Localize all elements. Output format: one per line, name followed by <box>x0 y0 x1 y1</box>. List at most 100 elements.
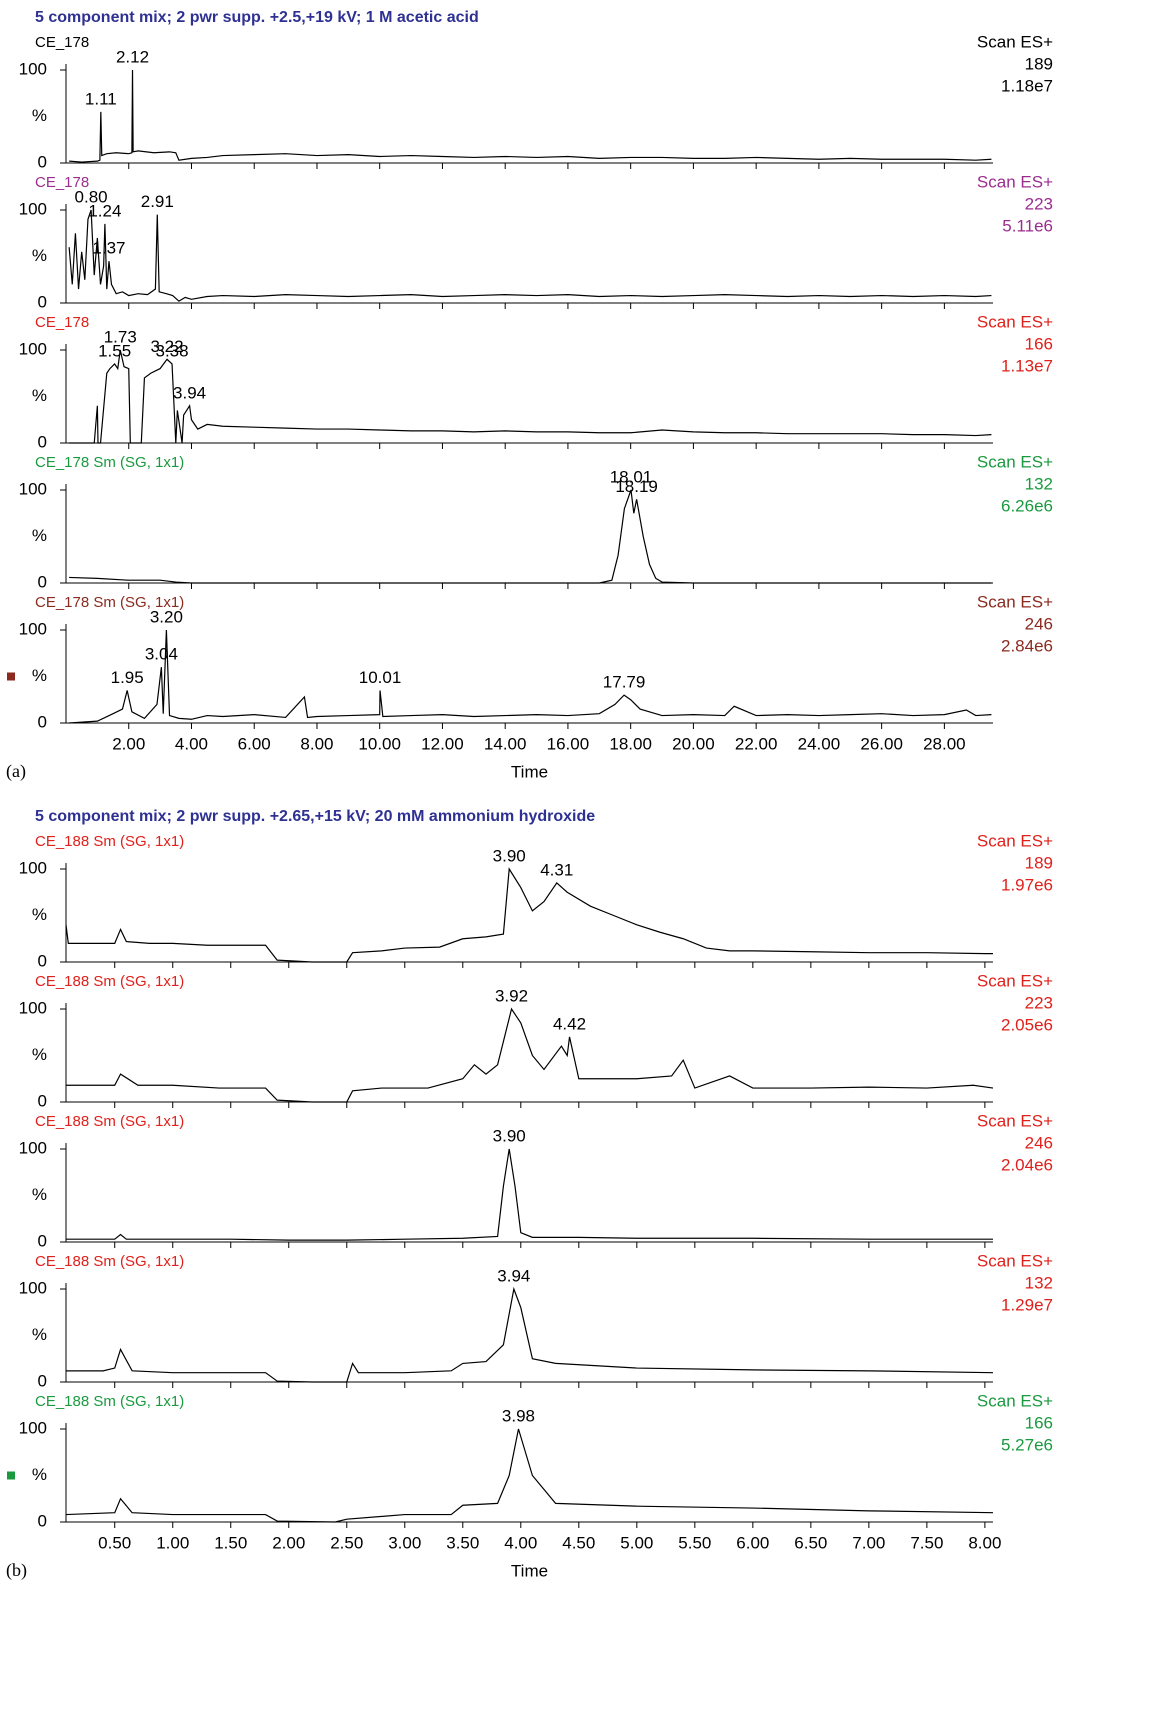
trace-line <box>68 209 992 302</box>
intensity: 5.11e6 <box>1002 216 1053 235</box>
intensity: 1.18e7 <box>1001 76 1053 95</box>
y-tick-label: 100 <box>19 479 47 498</box>
peak-label: 2.91 <box>141 192 174 211</box>
trace-line <box>66 1007 994 1103</box>
scan-mode: Scan ES+ <box>977 1111 1053 1130</box>
x-tick-label: 2.00 <box>272 1533 305 1552</box>
scan-mode: Scan ES+ <box>977 312 1053 331</box>
x-tick-label: 5.50 <box>678 1533 711 1552</box>
y-axis-label: % <box>32 246 47 265</box>
trace-marker <box>7 1471 15 1480</box>
y-tick-label: 0 <box>38 1511 47 1530</box>
peak-label: 1.11 <box>85 89 117 108</box>
scan-mode: Scan ES+ <box>977 452 1053 471</box>
peak-label: 3.38 <box>155 341 188 360</box>
y-axis-label: % <box>32 1045 47 1064</box>
y-tick-label: 0 <box>38 432 47 451</box>
trace-line <box>65 1428 994 1523</box>
peak-label: 3.94 <box>173 383 206 402</box>
scan-mode: Scan ES+ <box>977 971 1053 990</box>
trace-name: CE_188 Sm (SG, 1x1) <box>35 973 184 990</box>
panel-title: 5 component mix; 2 pwr supp. +2.65,+15 k… <box>35 808 595 825</box>
y-axis-label: % <box>32 905 47 924</box>
mass: 132 <box>1025 1273 1053 1292</box>
peak-label: 0.80 <box>75 187 108 206</box>
peak-label: 18.01 <box>610 467 653 486</box>
peak-label: 3.90 <box>493 846 526 865</box>
trace-line <box>69 349 992 444</box>
x-tick-label: 10.00 <box>358 734 401 753</box>
y-tick-label: 100 <box>19 339 47 358</box>
mass: 166 <box>1025 334 1053 353</box>
mass: 132 <box>1025 474 1053 493</box>
intensity: 5.27e6 <box>1001 1435 1053 1454</box>
trace-name: CE_188 Sm (SG, 1x1) <box>35 1253 184 1270</box>
peak-label: 2.12 <box>116 47 149 66</box>
x-tick-label: 3.00 <box>388 1533 421 1552</box>
trace-line <box>66 1148 993 1241</box>
y-tick-label: 0 <box>38 951 47 970</box>
mass: 189 <box>1025 853 1053 872</box>
intensity: 2.04e6 <box>1001 1155 1053 1174</box>
y-axis-label: % <box>32 1185 47 1204</box>
x-tick-label: 16.00 <box>547 734 590 753</box>
peak-label: 3.04 <box>145 645 178 664</box>
trace-name: CE_178 Sm (SG, 1x1) <box>35 454 184 471</box>
trace-line <box>65 867 993 963</box>
x-tick-label: 4.00 <box>504 1533 537 1552</box>
peak-label: 1.24 <box>88 201 121 220</box>
y-tick-label: 100 <box>19 59 47 78</box>
intensity: 6.26e6 <box>1001 496 1053 515</box>
mass: 246 <box>1025 1133 1053 1152</box>
y-axis-label: % <box>32 526 47 545</box>
y-tick-label: 0 <box>38 1231 47 1250</box>
mass: 189 <box>1025 54 1053 73</box>
trace-name: CE_188 Sm (SG, 1x1) <box>35 833 184 850</box>
x-tick-label: 2.50 <box>330 1533 363 1552</box>
peak-label: 3.94 <box>497 1266 530 1285</box>
peak-label: 17.79 <box>603 673 646 692</box>
panel-label: (a) <box>6 761 26 782</box>
trace-name: CE_178 <box>35 314 89 331</box>
panel-label: (b) <box>6 1560 27 1581</box>
y-tick-label: 100 <box>19 1418 47 1437</box>
y-tick-label: 0 <box>38 1091 47 1110</box>
y-tick-label: 100 <box>19 199 47 218</box>
y-tick-label: 100 <box>19 858 47 877</box>
trace-marker <box>7 672 15 681</box>
x-tick-label: 6.00 <box>238 734 271 753</box>
x-tick-label: 6.50 <box>794 1533 827 1552</box>
peak-label: 10.01 <box>359 668 402 687</box>
x-tick-label: 7.00 <box>852 1533 885 1552</box>
scan-mode: Scan ES+ <box>977 172 1053 191</box>
scan-mode: Scan ES+ <box>977 32 1053 51</box>
peak-label: 18.19 <box>615 477 658 496</box>
x-tick-label: 24.00 <box>798 734 841 753</box>
mass: 166 <box>1025 1413 1053 1432</box>
x-tick-label: 8.00 <box>300 734 333 753</box>
trace-name: CE_188 Sm (SG, 1x1) <box>35 1113 184 1130</box>
y-tick-label: 0 <box>38 572 47 591</box>
trace-name: CE_178 Sm (SG, 1x1) <box>35 594 184 611</box>
trace-line <box>69 629 992 724</box>
x-tick-label: 4.50 <box>562 1533 595 1552</box>
peak-label: 3.20 <box>150 607 183 626</box>
scan-mode: Scan ES+ <box>977 1251 1053 1270</box>
peak-label: 3.92 <box>495 986 528 1005</box>
y-axis-label: % <box>32 386 47 405</box>
scan-mode: Scan ES+ <box>977 1391 1053 1410</box>
x-tick-label: 5.00 <box>620 1533 653 1552</box>
x-tick-label: 12.00 <box>421 734 464 753</box>
peak-label: 3.22 <box>150 337 183 356</box>
intensity: 1.13e7 <box>1001 356 1053 375</box>
x-tick-label: 8.00 <box>968 1533 1001 1552</box>
trace-line <box>69 69 992 163</box>
y-tick-label: 0 <box>38 292 47 311</box>
x-axis-label: Time <box>511 762 548 781</box>
y-axis-label: % <box>32 106 47 125</box>
x-axis-label: Time <box>511 1561 548 1580</box>
x-tick-label: 6.00 <box>736 1533 769 1552</box>
